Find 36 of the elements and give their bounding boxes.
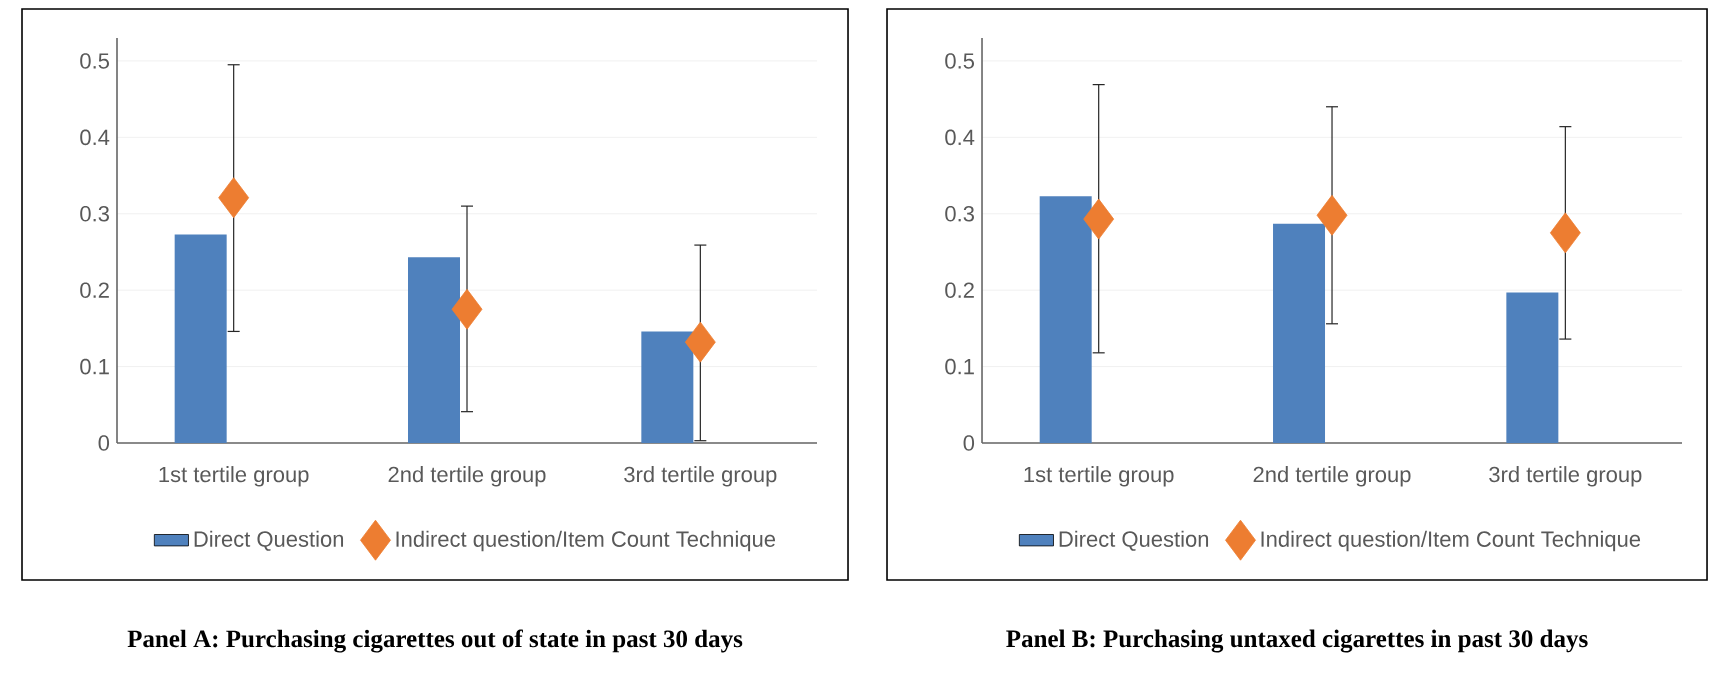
legend-label: Indirect question/Item Count Technique — [396, 530, 776, 552]
x-tick-label: 2nd tertile group — [388, 466, 546, 487]
x-tick-label: 3rd tertile group — [1489, 466, 1642, 487]
bar — [641, 331, 694, 443]
text: Panel B: Purchasing untaxed cigarettes in past 30 days — [1006, 629, 1588, 653]
text: Panel A: Purchasing cigarettes out of state in past 30 days — [127, 629, 743, 653]
legend-label: Indirect question/Item Count Technique — [1261, 530, 1641, 552]
point — [1316, 194, 1348, 236]
y-tick-label: 0.3 — [945, 205, 974, 222]
y-tick-label: 0.5 — [945, 53, 975, 69]
bar — [1506, 292, 1559, 443]
bar — [1273, 223, 1326, 443]
bar — [1039, 196, 1092, 443]
y-tick-label: 0 — [98, 435, 110, 451]
point — [218, 177, 250, 219]
x-tick-label: 1st tertile group — [1024, 466, 1174, 487]
y-tick-label: 0.2 — [80, 282, 109, 298]
x-tick-label: 2nd tertile group — [1253, 466, 1411, 487]
y-tick-label: 0.4 — [945, 129, 975, 146]
x-tick-label: 1st tertile group — [159, 466, 309, 487]
legend-label: Direct Question — [194, 530, 344, 551]
point — [451, 288, 483, 330]
point — [1549, 212, 1581, 254]
legend-label: Direct Question — [1059, 530, 1209, 551]
bar — [174, 234, 227, 443]
y-tick-label: 0.2 — [945, 282, 974, 298]
y-tick-label: 0.4 — [80, 129, 110, 146]
point — [1083, 198, 1115, 240]
x-tick-label: 3rd tertile group — [624, 466, 777, 487]
y-tick-label: 0.3 — [80, 205, 109, 222]
y-tick-label: 0.5 — [80, 53, 109, 69]
bar — [408, 257, 460, 443]
point — [684, 321, 716, 363]
y-tick-label: 0 — [963, 435, 975, 451]
y-tick-label: 0.1 — [80, 358, 109, 375]
y-tick-label: 0.1 — [945, 358, 974, 375]
